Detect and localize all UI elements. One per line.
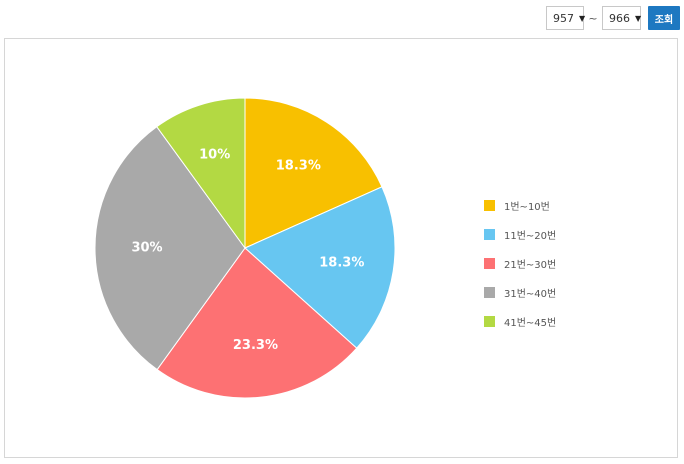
pie-slice-1[interactable]: [244, 97, 383, 249]
chart-panel: 18.3% 18.3% 23.3% 30% 10% 1번~10번 11번~20번 21번~3…: [4, 38, 678, 458]
legend-item[interactable]: 1번~10번: [484, 191, 556, 220]
legend-label: 31번~40번: [504, 289, 557, 300]
legend-label: 41번~45번: [504, 318, 557, 329]
slice-data-label: 30%: [131, 241, 162, 256]
legend-item[interactable]: 21번~30번: [484, 249, 556, 278]
pie-chart: 18.3% 18.3% 23.3% 30% 10%: [94, 97, 396, 399]
legend-label: 21번~30번: [504, 260, 557, 271]
draw-range-controls: 957 ▼ ~ 966 ▼ 조회: [546, 6, 680, 30]
start-draw-select[interactable]: 957 ▼: [546, 6, 586, 30]
slice-data-label: 10%: [199, 147, 230, 162]
pie-slice-5[interactable]: [156, 97, 246, 250]
legend-item[interactable]: 31번~40번: [484, 278, 556, 307]
legend-item[interactable]: 41번~45번: [484, 307, 556, 336]
end-draw-select[interactable]: 966 ▼: [602, 6, 641, 30]
slice-data-label: 18.3%: [276, 158, 321, 173]
range-separator: ~: [588, 11, 598, 25]
legend-swatch: [484, 316, 495, 327]
pie-slice-4[interactable]: [94, 126, 246, 371]
legend-swatch: [484, 258, 495, 269]
legend-label: 1번~10번: [504, 202, 550, 213]
chart-legend: 1번~10번 11번~20번 21번~30번 31번~40번 41번~45번: [484, 191, 556, 336]
search-button[interactable]: 조회: [648, 6, 680, 30]
chevron-down-icon: ▼: [579, 13, 586, 23]
legend-label: 11번~20번: [504, 231, 557, 242]
legend-swatch: [484, 229, 495, 240]
end-draw-value: 966: [609, 11, 630, 25]
chevron-down-icon: ▼: [635, 13, 642, 23]
start-draw-value: 957: [553, 11, 574, 25]
legend-swatch: [484, 200, 495, 211]
slice-data-label: 18.3%: [319, 256, 364, 271]
legend-swatch: [484, 287, 495, 298]
pie-slice-3[interactable]: [156, 247, 358, 399]
pie-slice-2[interactable]: [244, 186, 396, 349]
slice-data-label: 23.3%: [233, 338, 278, 353]
legend-item[interactable]: 11번~20번: [484, 220, 556, 249]
